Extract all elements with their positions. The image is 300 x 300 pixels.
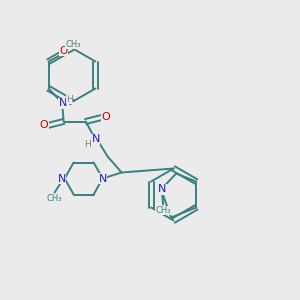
Text: H: H bbox=[66, 95, 73, 104]
Text: N: N bbox=[58, 98, 67, 109]
Text: O: O bbox=[59, 46, 68, 56]
Text: O: O bbox=[101, 112, 110, 122]
Text: CH₃: CH₃ bbox=[47, 194, 62, 203]
Text: N: N bbox=[98, 173, 107, 184]
Text: N: N bbox=[158, 184, 166, 194]
Text: N: N bbox=[57, 173, 66, 184]
Text: O: O bbox=[39, 121, 48, 130]
Text: CH₃: CH₃ bbox=[155, 206, 171, 215]
Text: CH₃: CH₃ bbox=[66, 40, 81, 49]
Text: H: H bbox=[84, 140, 91, 149]
Text: N: N bbox=[92, 134, 100, 145]
